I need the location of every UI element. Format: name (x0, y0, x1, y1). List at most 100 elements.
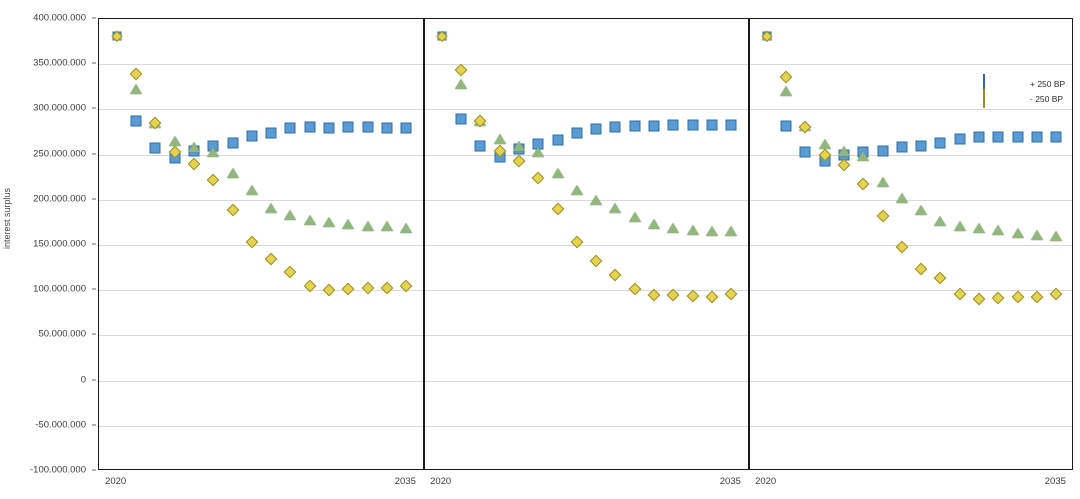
y-axis-tick-label: -100.000.000 (30, 464, 86, 476)
data-point-triangle (648, 219, 661, 230)
square-marker-icon (983, 73, 985, 93)
gridline (99, 425, 1072, 427)
data-point-square (1012, 131, 1024, 143)
data-point-triangle (895, 192, 908, 203)
legend-label-minus-250bp: - 250 BP (1030, 93, 1064, 104)
data-point-square (725, 119, 737, 131)
data-point-triangle (818, 138, 831, 149)
gridline (99, 109, 1072, 111)
x-axis-tick-label: 2035 (394, 476, 416, 487)
y-axis-tick-label: 200.000.000 (33, 193, 86, 205)
data-point-square (954, 133, 966, 145)
data-point-square (227, 137, 239, 149)
data-point-square (706, 119, 718, 131)
data-point-square (552, 134, 564, 146)
data-point-triangle (323, 217, 336, 228)
data-point-triangle (992, 225, 1005, 236)
legend-item-minus-250bp[interactable]: - 250 BP (960, 88, 1072, 108)
x-axis-tick-label: 2020 (755, 476, 777, 487)
data-point-square (284, 122, 296, 134)
data-point-triangle (953, 220, 966, 231)
data-point-square (877, 145, 889, 157)
y-axis-tick-mark (92, 424, 96, 426)
data-point-triangle (609, 202, 622, 213)
data-point-triangle (934, 216, 947, 227)
y-axis-tick-mark (92, 107, 96, 109)
y-axis-tick-label: 0 (80, 374, 86, 386)
data-point-square (455, 113, 467, 125)
gridline (99, 290, 1072, 292)
data-point-triangle (857, 151, 870, 162)
data-point-square (246, 130, 258, 142)
data-point-triangle (876, 176, 889, 187)
data-point-triangle (686, 224, 699, 235)
data-point-square (474, 140, 486, 152)
y-axis-tick-mark (92, 153, 96, 155)
data-point-square (780, 120, 792, 132)
data-point-square (571, 127, 583, 139)
data-point-square (342, 121, 354, 133)
data-point-square (323, 122, 335, 134)
data-point-triangle (1050, 230, 1063, 241)
chart-legend: + 250 BP - 250 BP (960, 73, 1072, 108)
data-point-triangle (245, 184, 258, 195)
data-point-square (896, 141, 908, 153)
gridline (99, 335, 1072, 337)
y-axis-tick-mark (92, 243, 96, 245)
data-point-triangle (779, 86, 792, 97)
data-point-square (992, 131, 1004, 143)
gridline (99, 245, 1072, 246)
data-point-triangle (590, 194, 603, 205)
data-point-triangle (706, 226, 719, 237)
y-axis-tick-label: 300.000.000 (33, 102, 86, 114)
plot-area (98, 18, 1073, 470)
data-point-triangle (381, 220, 394, 231)
data-point-square (400, 122, 412, 134)
data-point-square (648, 120, 660, 132)
y-axis-tick-mark (92, 198, 96, 200)
x-axis-tick-label: 2035 (1044, 476, 1066, 487)
y-axis-tick-label: 150.000.000 (33, 238, 86, 250)
data-point-square (915, 140, 927, 152)
x-axis-tick-label: 2020 (430, 476, 452, 487)
data-point-square (629, 120, 641, 132)
data-point-triangle (342, 219, 355, 230)
panel-separator (748, 19, 750, 469)
data-point-triangle (551, 167, 564, 178)
data-point-triangle (1031, 229, 1044, 240)
data-point-triangle (512, 141, 525, 152)
y-axis-tick-labels: 400.000.000 350.000.000 300.000.000 250.000… (0, 0, 96, 499)
data-point-triangle (187, 142, 200, 153)
data-point-square (667, 119, 679, 131)
data-point-square (130, 115, 142, 127)
data-point-triangle (493, 134, 506, 145)
x-axis-tick-label: 2020 (105, 476, 127, 487)
data-point-square (609, 121, 621, 133)
gridline (99, 380, 1072, 382)
legend-item-plus-250bp[interactable]: + 250 BP (960, 73, 1072, 93)
data-point-triangle (400, 222, 413, 233)
y-axis-tick-mark (92, 17, 96, 19)
data-point-triangle (837, 145, 850, 156)
y-axis-tick-label: 250.000.000 (33, 148, 86, 160)
gridline (99, 64, 1072, 66)
data-point-square (381, 122, 393, 134)
data-point-triangle (168, 135, 181, 146)
gridline (99, 199, 1072, 201)
gridline (99, 154, 1072, 156)
data-point-triangle (284, 210, 297, 221)
data-point-square (934, 137, 946, 149)
y-axis-tick-label: 100.000.000 (33, 283, 86, 295)
data-point-triangle (265, 202, 278, 213)
data-point-square (973, 131, 985, 143)
data-point-square (265, 127, 277, 139)
data-point-triangle (532, 146, 545, 157)
data-point-square (590, 123, 602, 135)
data-point-square (1031, 131, 1043, 143)
data-point-triangle (226, 168, 239, 179)
y-axis-tick-mark (92, 379, 96, 381)
data-point-triangle (915, 204, 928, 215)
y-axis-tick-mark (92, 469, 96, 471)
